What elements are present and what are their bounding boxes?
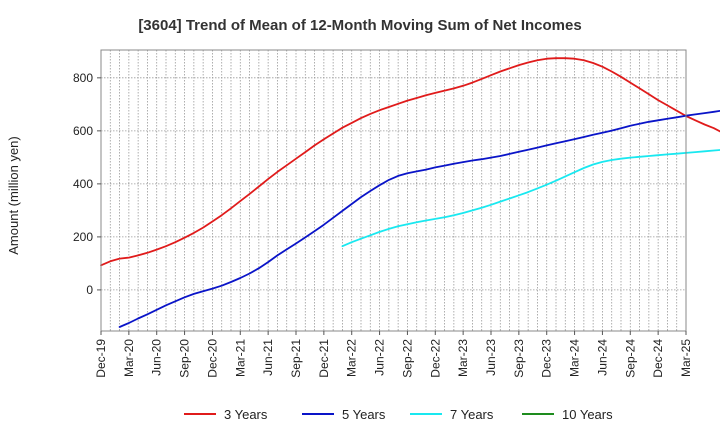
- x-tick-label: Sep-21: [289, 339, 303, 378]
- x-tick-label: Jun-23: [484, 339, 498, 376]
- x-tick-label: Sep-24: [623, 339, 637, 378]
- x-tick-label: Jun-24: [595, 339, 609, 376]
- y-axis-ticks: 0 200 400 600 800: [73, 71, 101, 297]
- x-tick-label: Mar-21: [233, 339, 247, 377]
- legend: 3 Years 5 Years 7 Years 10 Years: [184, 407, 613, 422]
- x-tick-label: Sep-20: [178, 339, 192, 378]
- x-tick-label: Dec-23: [540, 339, 554, 378]
- x-tick-label: Dec-21: [317, 339, 331, 378]
- x-tick-label: Sep-22: [400, 339, 414, 378]
- x-tick-label: Mar-23: [456, 339, 470, 377]
- x-tick-label: Mar-20: [122, 339, 136, 377]
- x-tick-label: Mar-25: [679, 339, 693, 377]
- x-tick-label: Dec-20: [205, 339, 219, 378]
- x-tick-label: Mar-22: [345, 339, 359, 377]
- x-tick-label: Dec-22: [428, 339, 442, 378]
- y-axis-label: Amount (million yen): [6, 136, 21, 255]
- series-line-5-years: [118, 109, 720, 328]
- series-lines: [100, 57, 720, 328]
- legend-label: 3 Years: [224, 407, 268, 422]
- y-tick-label: 0: [86, 283, 93, 297]
- y-tick-label: 400: [73, 177, 93, 191]
- y-tick-label: 600: [73, 124, 93, 138]
- x-tick-label: Dec-24: [651, 339, 665, 378]
- legend-label: 10 Years: [562, 407, 613, 422]
- series-line-7-years: [341, 149, 720, 248]
- chart-title: [3604] Trend of Mean of 12-Month Moving …: [138, 17, 581, 34]
- y-tick-label: 800: [73, 71, 93, 85]
- y-tick-label: 200: [73, 230, 93, 244]
- x-tick-label: Mar-24: [568, 339, 582, 377]
- x-axis-ticks: Dec-19 Mar-20 Jun-20 Sep-20 Dec-20 Mar-21 Jun-…: [94, 331, 693, 378]
- grid: [101, 50, 686, 331]
- x-tick-label: Sep-23: [512, 339, 526, 378]
- x-tick-label: Dec-19: [94, 339, 108, 378]
- plot-area-frame: [100, 49, 687, 332]
- x-tick-label: Jun-22: [373, 339, 387, 376]
- x-tick-label: Jun-21: [261, 339, 275, 376]
- series-line-3-years: [100, 57, 720, 267]
- x-tick-label: Jun-20: [150, 339, 164, 376]
- legend-label: 5 Years: [342, 407, 386, 422]
- legend-label: 7 Years: [450, 407, 494, 422]
